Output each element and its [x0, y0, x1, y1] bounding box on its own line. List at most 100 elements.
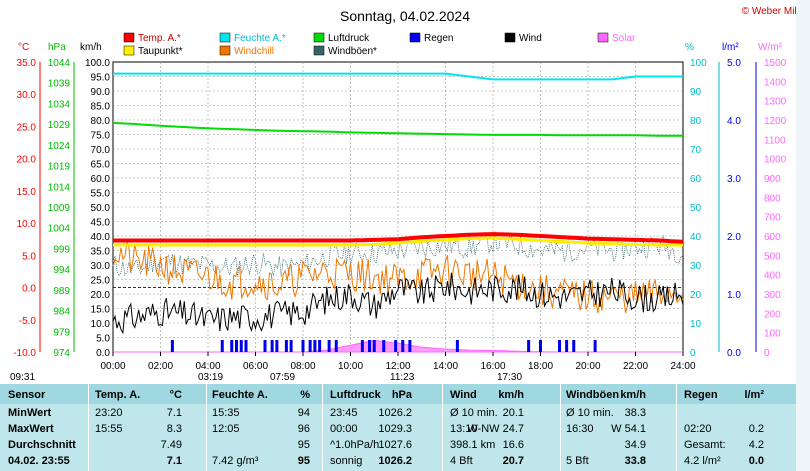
credit-text: © Weber Mike: [742, 6, 806, 17]
wind-tick-label: 80.0: [91, 116, 111, 127]
legend-label: Regen: [424, 33, 453, 44]
wind-tick-label: 30.0: [91, 261, 111, 272]
pressure-tick-label: 1039: [48, 79, 71, 90]
rise-clock-label: 07:59: [270, 372, 295, 383]
table-cell: 1029.3: [378, 423, 412, 435]
wind-tick-label: 0.0: [96, 348, 110, 359]
rain-mark: [565, 340, 569, 352]
legend-label: Solar: [612, 33, 636, 44]
temp-tick-label: -10.0: [13, 348, 36, 359]
temp-tick-label: 15.0: [17, 187, 37, 198]
wind-tick-label: 15.0: [91, 305, 111, 316]
solar-tick-label: 1400: [764, 77, 787, 88]
humidity-line: [113, 72, 683, 81]
rain-mark: [244, 340, 248, 352]
rain-mark: [572, 340, 576, 352]
solar-area: [113, 339, 683, 353]
x-tick-label: 10:00: [338, 361, 363, 372]
table-header-cell: Feuchte A.: [212, 389, 268, 401]
summary-table: Sensor Temp. A. °C Feuchte A.% Luftdruck hPa W…: [0, 384, 796, 471]
pressure-line: [112, 121, 683, 137]
table-cell: 4 Bft: [450, 455, 473, 467]
humidity-tick-label: 80: [690, 116, 702, 127]
table-cell: 95: [297, 439, 310, 451]
rain-mark: [239, 340, 243, 352]
table-header-cell: km/h: [498, 389, 524, 401]
axes: -10.0 -5.0 0.0 5.0 10.0 15.0 20.0 25.0 30.0 35.0 9…: [13, 58, 786, 359]
table-header-cell: Regen: [684, 389, 718, 401]
x-tick-label: 12:00: [385, 361, 410, 372]
rain-mark: [313, 340, 317, 352]
humidity-tick-label: 50: [690, 203, 702, 214]
table-cell: 20.7: [502, 455, 524, 467]
table-cell: 15:55: [95, 423, 123, 435]
x-tick-label: 06:00: [243, 361, 268, 372]
table-divider: [442, 384, 443, 471]
solar-tick-label: 700: [764, 213, 781, 224]
legend-swatch: [219, 32, 231, 43]
table-cell: ^1.0hPa/h: [330, 439, 380, 451]
x-tick-label: 08:00: [290, 361, 315, 372]
table-header-cell: hPa: [391, 389, 412, 401]
humidity-tick-label: 90: [690, 87, 702, 98]
pressure-tick-label: 1044: [48, 58, 71, 69]
table-header-cell: l/m²: [744, 389, 764, 401]
table-header-cell: °C: [169, 389, 182, 401]
wind-tick-label: 70.0: [91, 145, 111, 156]
pressure-tick-label: 979: [53, 327, 70, 338]
rain-mark: [230, 340, 234, 352]
x-tick-label: 00:00: [100, 361, 125, 372]
pressure-tick-label: 1029: [48, 120, 71, 131]
table-cell: 23:20: [95, 407, 123, 419]
humidity-tick-label: 10: [690, 319, 702, 330]
table-cell: W-NW 24.7: [467, 423, 524, 435]
table-cell: 5 Bft: [566, 455, 589, 467]
wind-tick-label: 95.0: [91, 73, 111, 84]
humidity-tick-label: 20: [690, 290, 702, 301]
unit-press: hPa: [48, 42, 66, 53]
temp-tick-label: 0.0: [22, 284, 36, 295]
table-cell: Gesamt:: [684, 439, 726, 451]
wind-tick-label: 40.0: [91, 232, 111, 243]
table-divider: [560, 384, 561, 471]
legend-label: Temp. A.*: [138, 33, 181, 44]
table-header-cell: Windböen: [566, 389, 620, 401]
right-edge-strip: [796, 0, 810, 471]
legend-label: Windchill: [234, 46, 274, 57]
legend-swatch: [597, 32, 609, 43]
wind-tick-label: 90.0: [91, 87, 111, 98]
table-cell: 1027.6: [378, 439, 412, 451]
table-cell: 13:10: [450, 423, 478, 435]
rain-mark: [220, 340, 224, 352]
temp-tick-label: 25.0: [17, 122, 37, 133]
table-cell: 4.2: [748, 439, 764, 451]
humidity-tick-label: 0: [690, 348, 696, 359]
table-cell: 4.2 l/m²: [684, 455, 721, 467]
sunset-icon-label: 11:23: [390, 372, 415, 383]
table-cell: 02:20: [684, 423, 712, 435]
unit-wind: km/h: [80, 42, 102, 53]
series: [112, 72, 684, 353]
table-cell: Ø 10 min.: [566, 407, 614, 419]
rain-mark: [408, 340, 412, 352]
pressure-tick-label: 1019: [48, 162, 71, 173]
temp-tick-label: 20.0: [17, 155, 37, 166]
table-cell: 94: [297, 407, 310, 419]
table-header: [0, 384, 796, 404]
table-row-label: 04.02. 23:55: [8, 455, 70, 467]
solar-tick-label: 1200: [764, 116, 787, 127]
table-cell: 7.42 g/m³: [212, 455, 259, 467]
x-tick-label: 14:00: [433, 361, 458, 372]
rain-mark: [368, 340, 371, 352]
table-cell: 16.6: [502, 439, 524, 451]
pressure-tick-label: 974: [53, 348, 70, 359]
wind-tick-label: 25.0: [91, 276, 111, 287]
wind-tick-label: 85.0: [91, 102, 111, 113]
rain-mark: [372, 340, 376, 352]
legend-label: Wind: [519, 33, 542, 44]
rain-mark: [334, 340, 338, 352]
table-header-cell: %: [300, 389, 310, 401]
solar-tick-label: 1000: [764, 155, 787, 166]
humidity-tick-label: 70: [690, 145, 702, 156]
humidity-tick-label: 60: [690, 174, 702, 185]
